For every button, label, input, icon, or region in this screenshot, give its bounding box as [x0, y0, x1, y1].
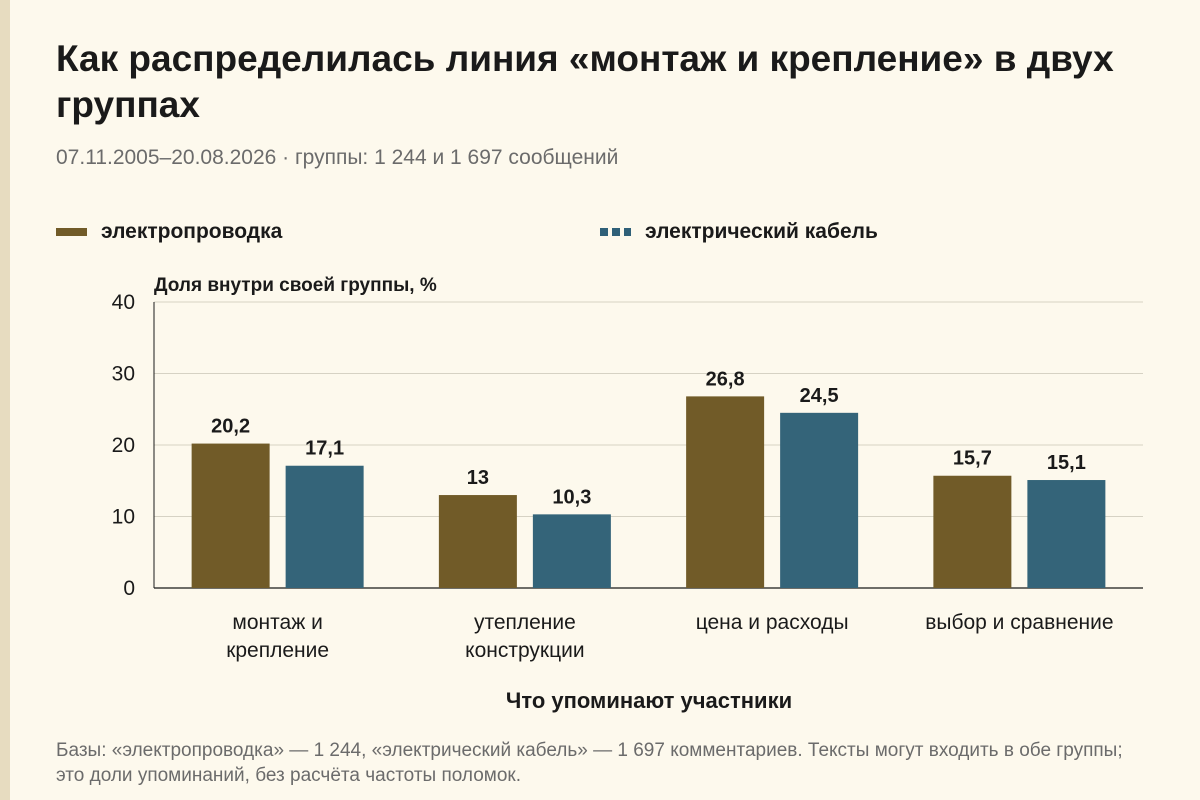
x-axis-title: Что упоминают участники — [506, 688, 792, 713]
bar-series1 — [933, 475, 1012, 588]
y-axis-title: Доля внутри своей группы, % — [154, 275, 437, 296]
bar-series2 — [780, 412, 859, 588]
chart-title: Как распределилась линия «монтаж и крепл… — [56, 38, 1114, 125]
legend-swatch-series2 — [600, 228, 631, 236]
data-label: 24,5 — [800, 385, 839, 407]
data-label: 10,3 — [552, 486, 591, 508]
data-label: 26,8 — [706, 368, 745, 390]
y-tick-label: 40 — [112, 291, 135, 314]
bar-series1 — [686, 396, 765, 588]
x-tick-label: крепление — [226, 639, 329, 662]
x-tick-label: конструкции — [465, 639, 584, 662]
legend-label-series1: электропроводка — [101, 220, 283, 243]
chart-subtitle: 07.11.2005–20.08.2026 · группы: 1 244 и … — [56, 146, 619, 169]
bar-series1 — [191, 443, 270, 588]
bar-series1 — [438, 495, 517, 588]
left-accent-strip — [0, 0, 10, 800]
bar-series2 — [532, 514, 611, 588]
data-label: 13 — [467, 467, 489, 489]
x-tick-label: монтаж и — [232, 611, 322, 634]
footnote: Базы: «электропроводка» — 1 244, «электр… — [56, 740, 1123, 786]
data-label: 20,2 — [211, 416, 250, 438]
y-tick-label: 20 — [112, 434, 135, 457]
x-tick-label: выбор и сравнение — [925, 611, 1113, 634]
y-tick-label: 30 — [112, 363, 135, 386]
y-tick-label: 0 — [123, 577, 135, 600]
bar-chart: Доля внутри своей группы, % Что упоминаю… — [112, 275, 1143, 713]
legend-item-series2: электрический кабель — [600, 220, 878, 244]
bar-series2 — [285, 465, 364, 588]
x-tick-label: цена и расходы — [696, 611, 849, 634]
data-label: 15,1 — [1047, 452, 1086, 474]
data-label: 17,1 — [305, 438, 344, 460]
legend-swatch-series1 — [56, 228, 87, 236]
y-tick-label: 10 — [112, 506, 135, 529]
legend-label-series2: электрический кабель — [645, 220, 878, 243]
legend-item-series1: электропроводка — [56, 220, 282, 244]
x-tick-label: утепление — [474, 611, 576, 634]
data-label: 15,7 — [953, 448, 992, 470]
bar-series2 — [1027, 480, 1106, 588]
